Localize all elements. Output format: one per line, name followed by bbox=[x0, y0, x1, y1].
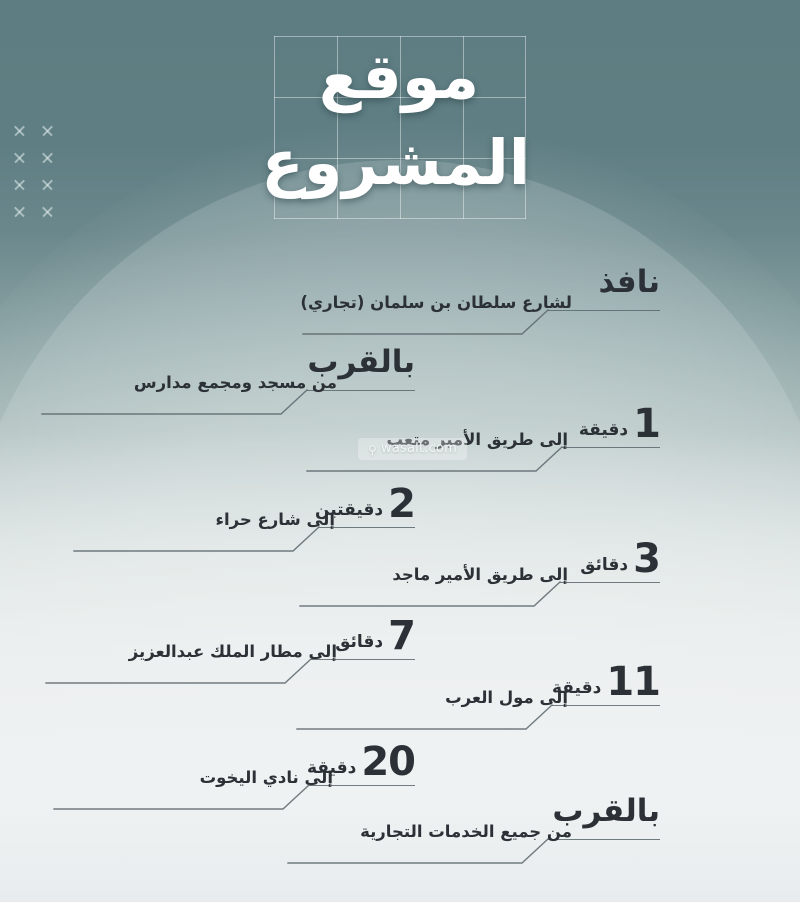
row-subtitle: إلى نادي اليخوت bbox=[199, 768, 333, 787]
row-headline: 3 دقائق bbox=[580, 536, 661, 582]
row-headline: 7 دقائق bbox=[335, 613, 416, 659]
location-highlight-row: نافذ لشارع سلطان بن سلمان (تجاري) bbox=[0, 264, 661, 342]
row-underline bbox=[307, 390, 415, 392]
row-duration-unit: دقيقة bbox=[578, 420, 629, 440]
location-highlight-row: 2 دقيقتين إلى شارع حراء bbox=[0, 481, 416, 559]
row-subtitle: لشارع سلطان بن سلمان (تجاري) bbox=[300, 293, 572, 312]
row-underline bbox=[560, 582, 660, 584]
row-underline bbox=[548, 839, 660, 841]
row-duration-unit: دقيقة bbox=[306, 758, 357, 778]
location-highlight-row: 20 دقيقة إلى نادي اليخوت bbox=[0, 739, 416, 817]
watermark: wasalt.com ⚲ bbox=[358, 438, 467, 460]
row-headline-word: بالقرب bbox=[307, 344, 416, 380]
row-subtitle: من مسجد ومجمع مدارس bbox=[133, 373, 337, 392]
location-highlight-row: بالقرب من مسجد ومجمع مدارس bbox=[0, 344, 416, 422]
location-highlight-row: 7 دقائق إلى مطار الملك عبدالعزيز bbox=[0, 613, 416, 691]
row-connector-line bbox=[302, 309, 549, 336]
row-subtitle: إلى طريق الأمير متعب bbox=[386, 430, 568, 449]
row-duration-value: 11 bbox=[606, 659, 661, 705]
location-highlight-row: 1 دقيقة إلى طريق الأمير متعب bbox=[0, 401, 661, 479]
page-title-line-1: موقع bbox=[318, 40, 480, 113]
row-duration-unit: دقائق bbox=[335, 632, 384, 652]
row-headline: بالقرب bbox=[307, 344, 416, 380]
row-connector-line bbox=[41, 389, 308, 416]
row-headline-word: نافذ bbox=[598, 264, 661, 300]
row-connector-line bbox=[53, 784, 310, 811]
watermark-label: wasalt.com bbox=[381, 441, 457, 456]
row-connector-line bbox=[299, 581, 561, 608]
row-connector-line bbox=[45, 658, 312, 685]
row-headline-word: بالقرب bbox=[552, 793, 661, 829]
page-title-line-2: المشروع bbox=[261, 126, 531, 199]
row-connector-line bbox=[306, 446, 563, 473]
row-subtitle: من جميع الخدمات التجارية bbox=[360, 822, 572, 841]
row-underline bbox=[548, 310, 660, 312]
location-highlight-row: 3 دقائق إلى طريق الأمير ماجد bbox=[0, 536, 661, 614]
row-underline bbox=[562, 447, 660, 449]
row-headline: 20 دقيقة bbox=[306, 739, 416, 785]
row-headline: 1 دقيقة bbox=[578, 401, 661, 447]
row-subtitle: إلى طريق الأمير ماجد bbox=[392, 565, 568, 584]
row-duration-value: 20 bbox=[361, 739, 416, 785]
row-duration-value: 1 bbox=[633, 401, 661, 447]
row-headline: نافذ bbox=[598, 264, 661, 300]
row-duration-unit: دقيقة bbox=[551, 678, 602, 698]
row-duration-unit: دقيقتين bbox=[314, 500, 384, 520]
row-headline: 2 دقيقتين bbox=[314, 481, 416, 527]
row-connector-line bbox=[296, 704, 553, 731]
row-duration-unit: دقائق bbox=[580, 555, 629, 575]
row-underline bbox=[319, 527, 415, 529]
row-duration-value: 3 bbox=[633, 536, 661, 582]
row-headline: بالقرب bbox=[552, 793, 661, 829]
row-connector-line bbox=[73, 526, 320, 553]
location-pin-icon: ⚲ bbox=[368, 442, 377, 457]
row-connector-line bbox=[287, 838, 549, 865]
row-underline bbox=[552, 705, 660, 707]
row-subtitle: إلى مطار الملك عبدالعزيز bbox=[128, 642, 337, 661]
row-underline bbox=[309, 785, 415, 787]
page-title: موقع المشروع bbox=[261, 34, 531, 206]
location-highlight-row: بالقرب من جميع الخدمات التجارية bbox=[0, 793, 661, 871]
row-subtitle: إلى مول العرب bbox=[445, 688, 568, 707]
row-duration-value: 7 bbox=[388, 613, 416, 659]
location-highlight-row: 11 دقيقة إلى مول العرب bbox=[0, 659, 661, 737]
row-subtitle: إلى شارع حراء bbox=[215, 510, 335, 529]
row-underline bbox=[311, 659, 415, 661]
row-headline: 11 دقيقة bbox=[551, 659, 661, 705]
row-duration-value: 2 bbox=[388, 481, 416, 527]
